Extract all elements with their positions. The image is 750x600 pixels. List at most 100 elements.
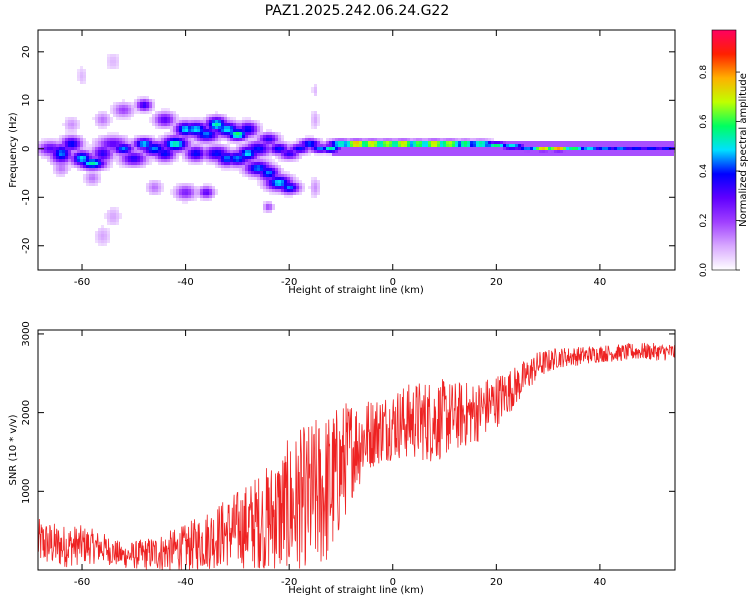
heatmap-cell: [107, 237, 110, 240]
heatmap-cell: [167, 111, 170, 114]
heatmap-cell: [266, 141, 269, 144]
heatmap-cell: [215, 120, 218, 123]
heatmap-cell: [71, 165, 74, 168]
y-tick-label: 20: [21, 45, 32, 58]
heatmap-cell: [104, 144, 107, 147]
heatmap-cell: [563, 153, 566, 156]
heatmap-cell: [116, 60, 119, 63]
heatmap-cell: [494, 144, 497, 147]
heatmap-cell: [119, 141, 122, 144]
heatmap-cell: [104, 156, 107, 159]
heatmap-cell: [47, 141, 50, 144]
heatmap-cell: [254, 168, 257, 171]
heatmap-cell: [71, 159, 74, 162]
heatmap-cell: [257, 171, 260, 174]
heatmap-cell: [50, 144, 53, 147]
heatmap-cell: [104, 141, 107, 144]
heatmap-cell: [242, 165, 245, 168]
heatmap-cell: [143, 165, 146, 168]
heatmap-cell: [314, 93, 317, 96]
heatmap-cell: [110, 105, 113, 108]
heatmap-cell: [185, 186, 188, 189]
heatmap-cell: [155, 189, 158, 192]
heatmap-cell: [113, 147, 116, 150]
heatmap-cell: [83, 168, 86, 171]
heatmap-cell: [65, 123, 68, 126]
heatmap-cell: [218, 147, 221, 150]
heatmap-cell: [305, 153, 308, 156]
heatmap-cell: [185, 159, 188, 162]
heatmap-cell: [518, 144, 521, 147]
heatmap-cell: [107, 144, 110, 147]
heatmap-cell: [101, 135, 104, 138]
heatmap-cell: [101, 168, 104, 171]
heatmap-cell: [266, 159, 269, 162]
heatmap-cell: [113, 141, 116, 144]
snr-x-label: Height of straight line (km): [288, 585, 424, 596]
heatmap-cell: [263, 165, 266, 168]
heatmap-cell: [281, 144, 284, 147]
heatmap-cell: [614, 144, 617, 147]
heatmap-cell: [83, 144, 86, 147]
heatmap-cell: [326, 138, 329, 141]
heatmap-cell: [164, 114, 167, 117]
heatmap-cell: [239, 168, 242, 171]
heatmap-cell: [353, 153, 356, 156]
heatmap-cell: [449, 141, 452, 144]
heatmap-cell: [71, 138, 74, 141]
heatmap-cell: [464, 147, 467, 150]
heatmap-cell: [164, 147, 167, 150]
heatmap-cell: [161, 150, 164, 153]
heatmap-cell: [278, 189, 281, 192]
heatmap-cell: [245, 174, 248, 177]
heatmap-cell: [113, 216, 116, 219]
heatmap-cell: [395, 138, 398, 141]
heatmap-cell: [191, 183, 194, 186]
heatmap-cell: [38, 141, 41, 144]
heatmap-cell: [107, 234, 110, 237]
heatmap-cell: [128, 153, 131, 156]
heatmap-cell: [110, 54, 113, 57]
heatmap-cell: [98, 231, 101, 234]
heatmap-cell: [287, 171, 290, 174]
heatmap-cell: [77, 162, 80, 165]
heatmap-cell: [212, 123, 215, 126]
heatmap-cell: [212, 114, 215, 117]
heatmap-cell: [314, 144, 317, 147]
heatmap-cell: [101, 231, 104, 234]
heatmap-cell: [128, 117, 131, 120]
heatmap-cell: [149, 141, 152, 144]
heatmap-cell: [374, 147, 377, 150]
heatmap-cell: [638, 141, 641, 144]
heatmap-cell: [161, 144, 164, 147]
heatmap-cell: [176, 117, 179, 120]
heatmap-cell: [77, 78, 80, 81]
heatmap-cell: [422, 138, 425, 141]
heatmap-cell: [635, 153, 638, 156]
heatmap-cell: [122, 147, 125, 150]
heatmap-cell: [401, 150, 404, 153]
heatmap-cell: [332, 150, 335, 153]
heatmap-cell: [119, 135, 122, 138]
heatmap-cell: [95, 231, 98, 234]
heatmap-cell: [98, 126, 101, 129]
heatmap-cell: [107, 159, 110, 162]
heatmap-cell: [404, 138, 407, 141]
heatmap-cell: [314, 153, 317, 156]
heatmap-cell: [92, 147, 95, 150]
heatmap-cell: [206, 147, 209, 150]
heatmap-cell: [266, 201, 269, 204]
heatmap-cell: [41, 138, 44, 141]
heatmap-cell: [515, 150, 518, 153]
heatmap-cell: [269, 159, 272, 162]
heatmap-cell: [242, 174, 245, 177]
heatmap-cell: [665, 141, 668, 144]
heatmap-cell: [248, 147, 251, 150]
heatmap-cell: [86, 165, 89, 168]
heatmap-cell: [479, 141, 482, 144]
heatmap-cell: [110, 135, 113, 138]
heatmap-cell: [95, 138, 98, 141]
heatmap-cell: [251, 123, 254, 126]
heatmap-cell: [641, 147, 644, 150]
heatmap-cell: [338, 144, 341, 147]
